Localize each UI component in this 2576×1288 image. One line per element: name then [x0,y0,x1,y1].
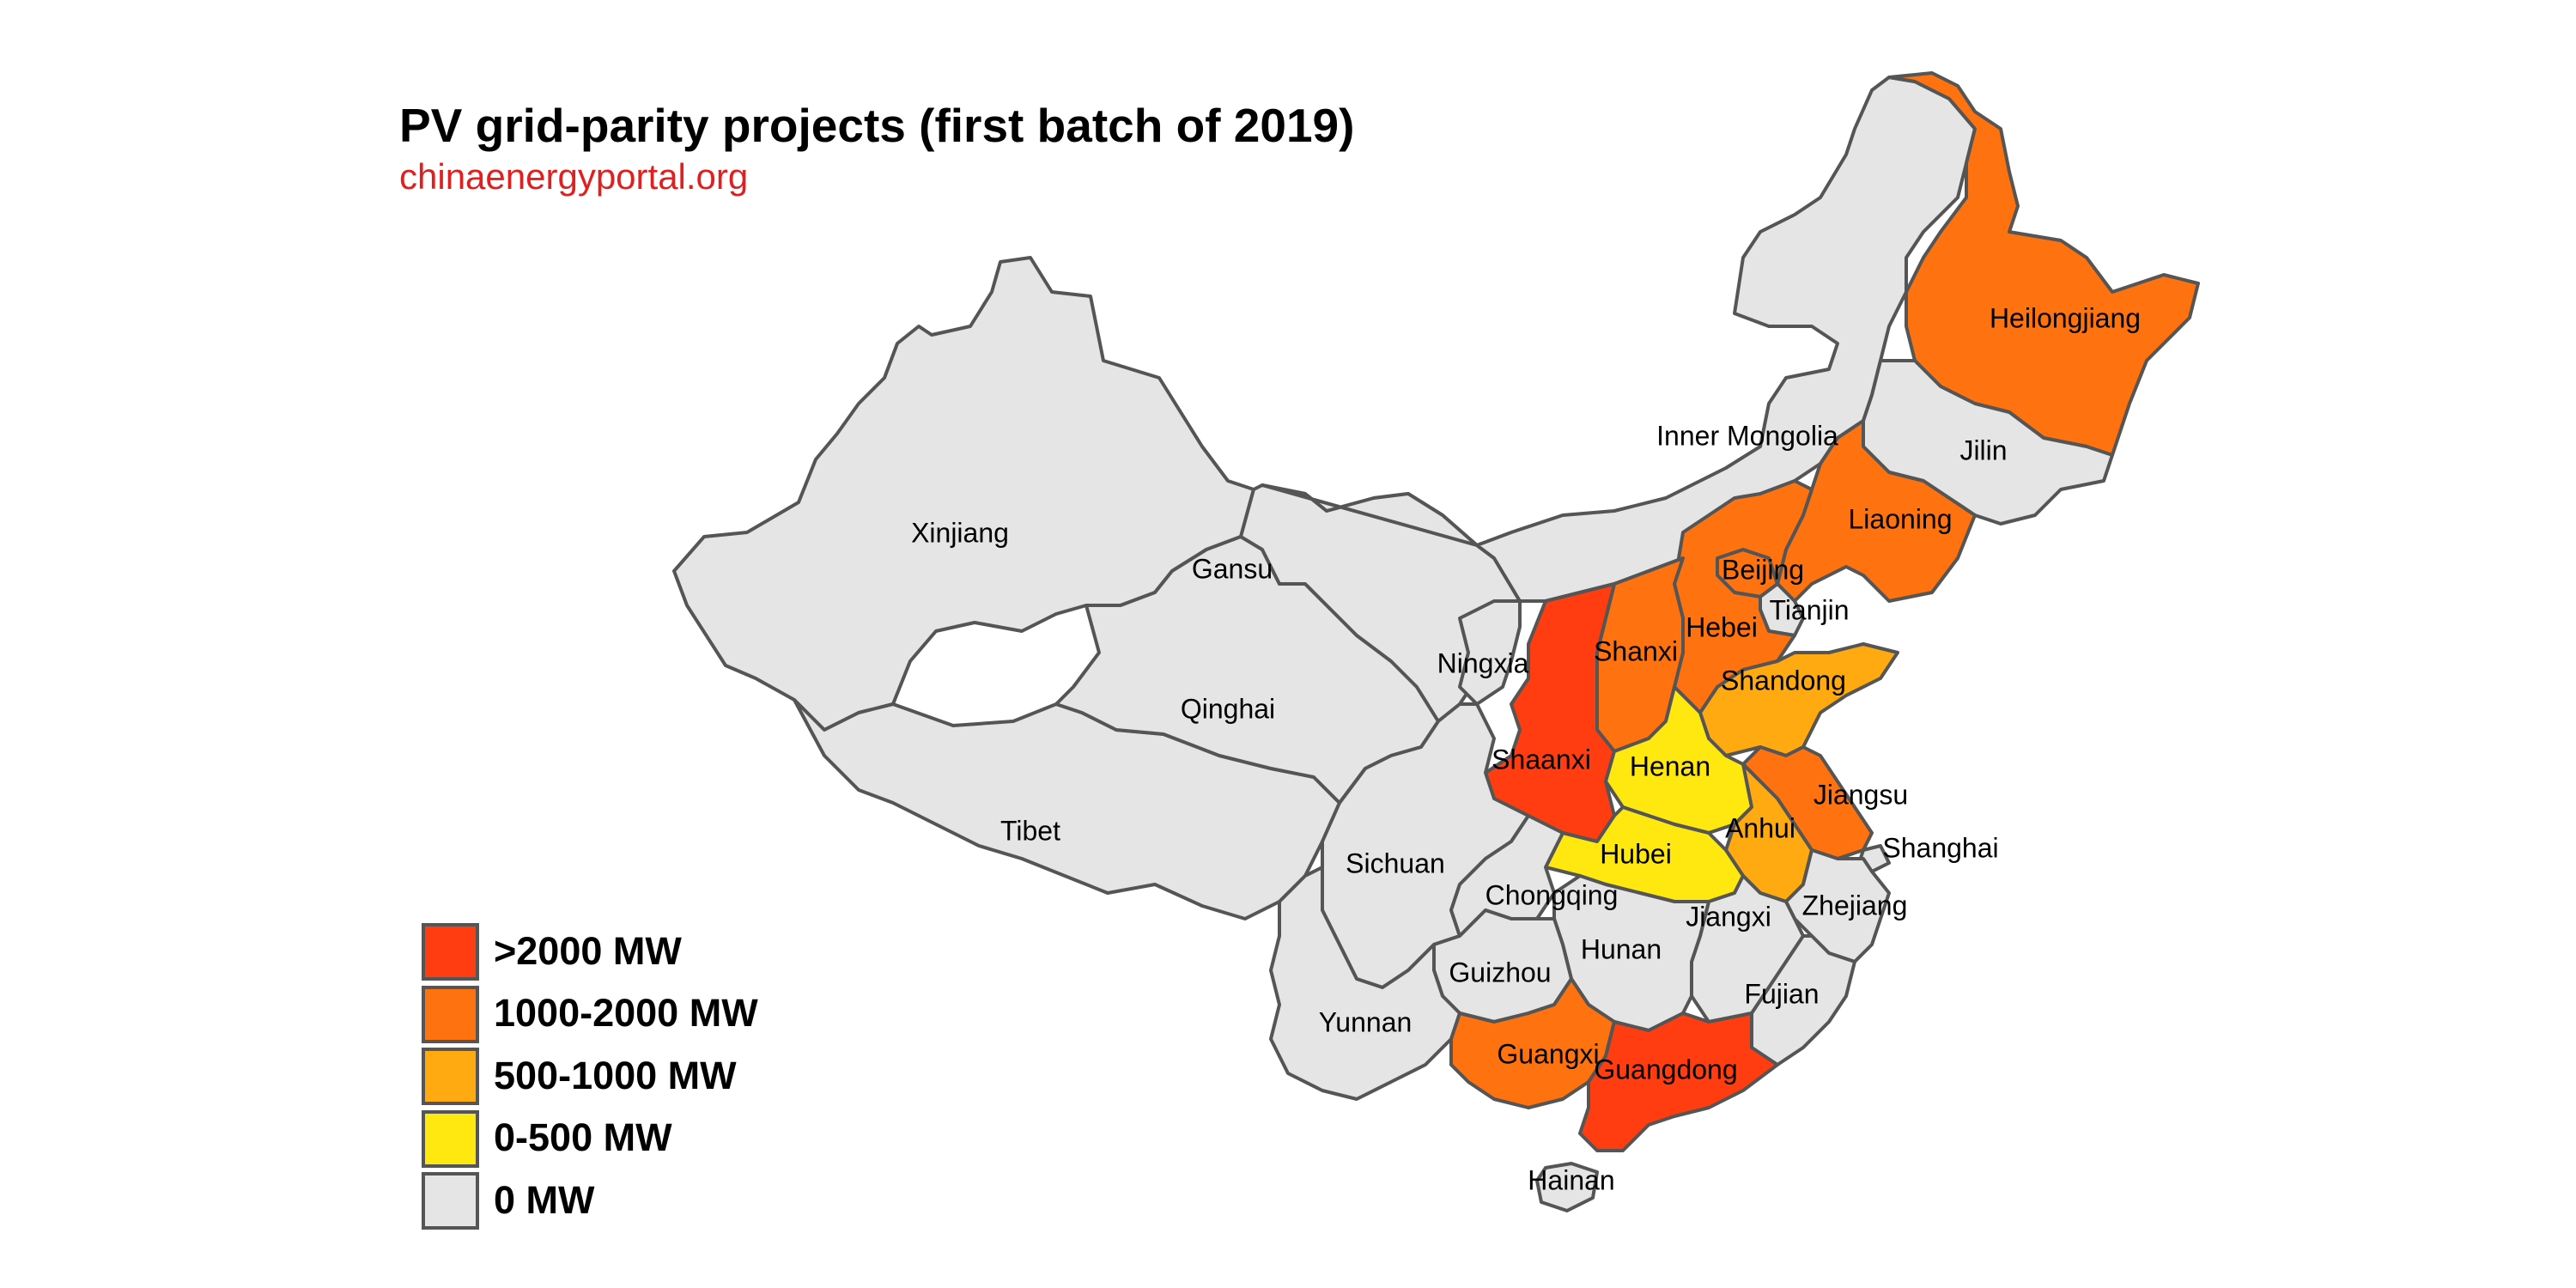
label-hunan: Hunan [1581,933,1662,964]
label-heilongjiang: Heilongjiang [1990,302,2141,333]
label-shanxi: Shanxi [1594,635,1678,666]
label-jilin: Jilin [1959,434,2007,465]
map-subtitle: chinaenergyportal.org [399,156,748,197]
map-title: PV grid-parity projects (first batch of … [399,99,1354,152]
label-jiangsu: Jiangsu [1814,779,1908,810]
legend-swatch-500-1000 [422,1048,479,1105]
label-qinghai: Qinghai [1181,693,1275,724]
label-shandong: Shandong [1721,665,1846,696]
label-anhui: Anhui [1725,812,1795,843]
label-hainan: Hainan [1528,1164,1614,1195]
legend-label-0-500: 0-500 MW [494,1115,672,1159]
label-guangdong: Guangdong [1594,1054,1737,1084]
label-gansu: Gansu [1192,553,1273,584]
label-jiangxi: Jiangxi [1686,901,1771,932]
label-fujian: Fujian [1744,978,1819,1009]
label-hebei: Hebei [1686,611,1758,642]
label-tibet: Tibet [1000,815,1060,846]
label-guangxi: Guangxi [1497,1038,1599,1069]
label-guizhou: Guizhou [1449,957,1551,987]
provinces-layer [672,71,2200,1212]
label-liaoning: Liaoning [1849,503,1953,534]
label-zhejiang: Zhejiang [1802,890,1908,920]
label-henan: Henan [1630,750,1710,781]
label-shaanxi: Shaanxi [1492,744,1591,775]
label-sichuan: Sichuan [1346,848,1445,878]
province-chongqing[interactable] [1449,814,1564,938]
legend-swatch-gt2000 [422,923,479,981]
province-labels-layer: Xinjiang Tibet Qinghai Gansu Inner Mongo… [911,302,2141,1195]
label-ningxia: Ningxia [1437,647,1529,678]
legend-swatch-1000-2000 [422,986,479,1043]
province-hainan[interactable] [1535,1162,1599,1212]
legend-swatch-0 [422,1172,479,1230]
province-guangdong[interactable] [1578,1012,1779,1152]
legend-label-1000-2000: 1000-2000 MW [494,991,758,1035]
legend-swatch-0-500 [422,1110,479,1168]
label-tianjin: Tianjin [1769,594,1849,625]
label-shanghai: Shanghai [1882,832,1998,863]
label-inner-mongolia: Inner Mongolia [1656,420,1838,451]
legend-label-500-1000: 500-1000 MW [494,1054,737,1097]
label-yunnan: Yunnan [1319,1006,1413,1037]
map-legend: >2000 MW 1000-2000 MW 500-1000 MW 0-500 … [422,923,758,1230]
label-xinjiang: Xinjiang [911,517,1009,548]
label-chongqing: Chongqing [1485,879,1619,910]
label-hubei: Hubei [1600,838,1672,869]
legend-label-gt2000: >2000 MW [494,929,682,973]
legend-label-0: 0 MW [494,1178,595,1222]
province-ningxia[interactable] [1458,599,1522,706]
label-beijing: Beijing [1722,554,1804,585]
